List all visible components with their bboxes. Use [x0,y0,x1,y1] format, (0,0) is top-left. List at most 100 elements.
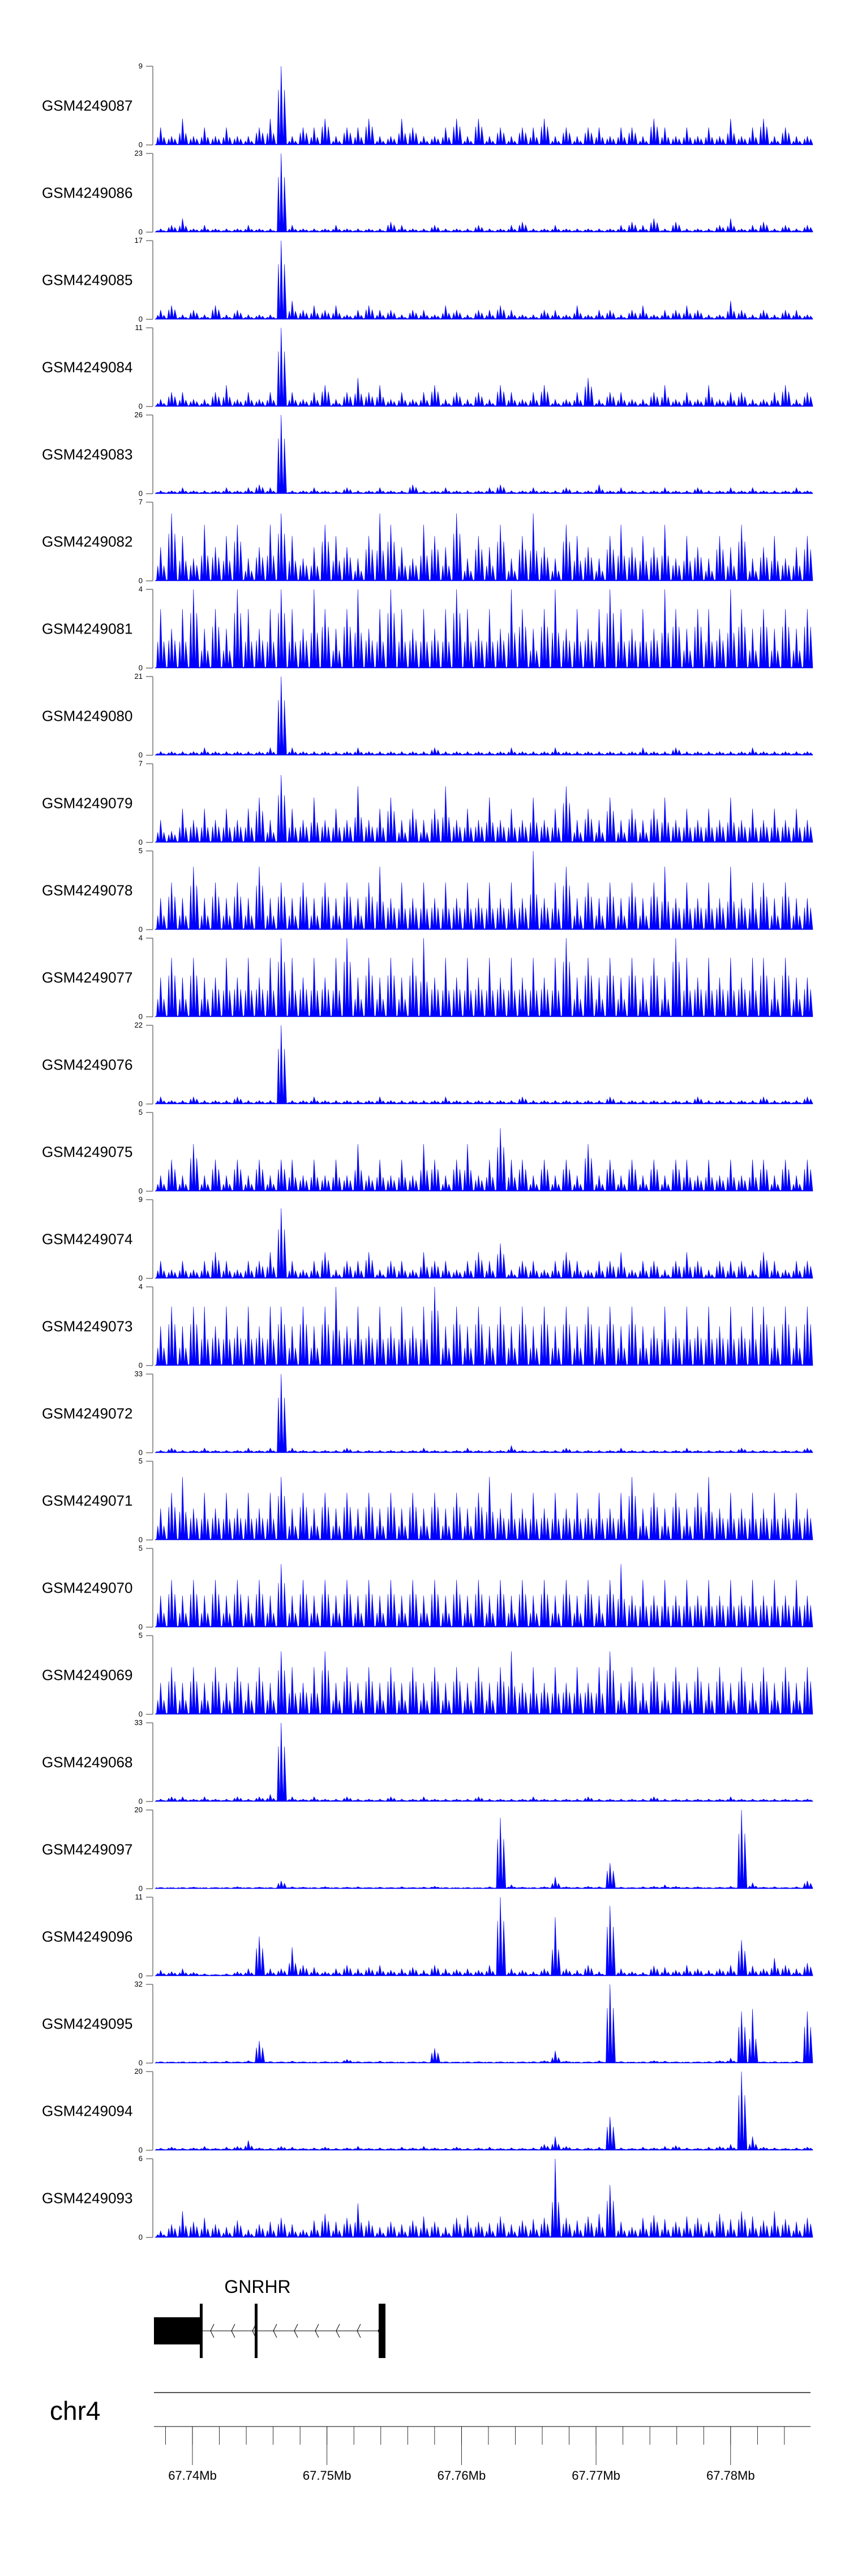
strand-chevron-icon [294,2323,298,2338]
track-GSM4249084: GSM4249084 11 0 [42,323,813,410]
track-label: GSM4249070 [42,1580,132,1597]
y-max-label: 5 [139,1631,143,1640]
y-zero-label: 0 [139,489,143,498]
y-max-label: 5 [139,1544,143,1552]
coverage-area [155,1373,813,1453]
coverage-tracks: GSM424908790GSM4249086230GSM4249085170GS… [42,62,813,2241]
track-GSM4249079: GSM4249079 7 0 [42,759,813,846]
coverage-area [155,1984,813,2064]
track-GSM4249085: GSM4249085 17 0 [42,236,813,323]
coverage-area [155,1286,813,1366]
track-GSM4249096: GSM4249096 11 0 [42,1893,813,1980]
y-zero-label: 0 [139,1884,143,1893]
coverage-area [155,240,813,320]
strand-chevron-icon [273,2323,277,2338]
y-zero-label: 0 [139,1535,143,1544]
track-label: GSM4249069 [42,1667,132,1684]
y-zero-label: 0 [139,576,143,585]
track-GSM4249077: GSM4249077 4 0 [42,934,813,1021]
track-GSM4249068: GSM4249068 33 0 [42,1718,813,1805]
coverage-area [155,1477,813,1541]
track-label: GSM4249081 [42,621,132,637]
y-zero-label: 0 [139,1099,143,1108]
y-max-label: 21 [135,672,143,681]
y-zero-label: 0 [139,1971,143,1980]
track-GSM4249097: GSM4249097 20 0 [42,1805,813,1893]
track-GSM4249075: GSM4249075 5 0 [42,1108,813,1195]
gene-track: GNRHR [154,2277,385,2358]
track-label: GSM4249074 [42,1231,132,1248]
y-max-label: 4 [139,1282,143,1291]
y-max-label: 20 [135,1805,143,1814]
coverage-area [155,1651,813,1715]
gene-label: GNRHR [224,2277,290,2297]
y-max-label: 7 [139,498,143,506]
track-label: GSM4249084 [42,359,132,376]
track-label: GSM4249076 [42,1056,132,1073]
y-zero-label: 0 [139,2146,143,2154]
track-GSM4249076: GSM4249076 22 0 [42,1021,813,1108]
axis-tick-label: 67.76Mb [438,2468,486,2483]
coverage-area [155,66,813,146]
coverage-area [155,850,813,930]
track-GSM4249087: GSM4249087 9 0 [42,62,813,149]
y-zero-label: 0 [139,1797,143,1805]
coverage-area [155,774,813,843]
coverage-area [155,2158,813,2238]
coverage-area [155,676,813,756]
track-GSM4249086: GSM4249086 23 0 [42,149,813,236]
coverage-area [155,1128,813,1192]
strand-chevron-icon [336,2323,340,2338]
y-max-label: 20 [135,2067,143,2076]
track-label: GSM4249080 [42,708,132,725]
y-zero-label: 0 [139,2059,143,2067]
y-zero-label: 0 [139,1623,143,1631]
y-max-label: 4 [139,585,143,593]
y-max-label: 22 [135,1021,143,1029]
gene-exon [200,2304,203,2358]
y-zero-label: 0 [139,1012,143,1021]
y-max-label: 26 [135,410,143,419]
track-GSM4249074: GSM4249074 9 0 [42,1195,813,1282]
y-max-label: 33 [135,1718,143,1727]
gene-exon [255,2304,258,2358]
y-max-label: 23 [135,149,143,157]
track-GSM4249095: GSM4249095 32 0 [42,1980,813,2067]
y-zero-label: 0 [139,228,143,236]
coverage-area [155,938,813,1017]
y-max-label: 11 [135,323,143,332]
y-max-label: 9 [139,1195,143,1204]
y-max-label: 7 [139,759,143,768]
track-label: GSM4249073 [42,1318,132,1335]
y-max-label: 32 [135,1980,143,1988]
axis-ticks: 67.74Mb 67.75Mb 67.76Mb 67.77Mb 67.78Mb [165,2427,785,2483]
track-GSM4249093: GSM4249093 6 0 [42,2154,813,2241]
track-GSM4249070: GSM4249070 5 0 [42,1544,813,1631]
track-label: GSM4249094 [42,2103,132,2120]
y-max-label: 17 [135,236,143,245]
coverage-area [155,1564,813,1628]
y-zero-label: 0 [139,664,143,672]
y-zero-label: 0 [139,925,143,934]
y-max-label: 5 [139,1457,143,1465]
y-max-label: 11 [135,1893,143,1901]
track-label: GSM4249096 [42,1928,132,1945]
coverage-area [155,1208,813,1279]
track-label: GSM4249075 [42,1144,132,1161]
track-GSM4249082: GSM4249082 7 0 [42,498,813,585]
track-label: GSM4249071 [42,1492,132,1509]
strand-chevron-icon [315,2323,319,2338]
coverage-area [155,153,813,233]
track-GSM4249078: GSM4249078 5 0 [42,846,813,934]
track-GSM4249072: GSM4249072 33 0 [42,1370,813,1457]
strand-chevron-icon [231,2323,235,2338]
chromosome-label: chr4 [50,2396,100,2425]
coverage-area [155,2071,813,2151]
y-max-label: 6 [139,2154,143,2163]
y-zero-label: 0 [139,1274,143,1282]
track-GSM4249073: GSM4249073 4 0 [42,1282,813,1370]
track-GSM4249080: GSM4249080 21 0 [42,672,813,759]
track-label: GSM4249079 [42,795,132,812]
track-label: GSM4249095 [42,2016,132,2032]
